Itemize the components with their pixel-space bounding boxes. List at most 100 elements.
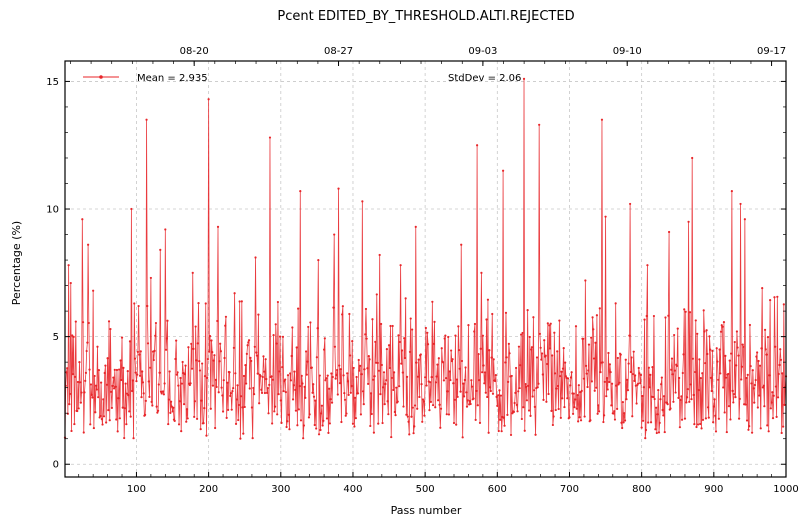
data-point (564, 361, 567, 364)
data-point (595, 386, 598, 389)
data-point (696, 423, 700, 426)
data-point (149, 276, 152, 280)
data-point (495, 395, 498, 398)
data-point (629, 370, 632, 374)
data-point (457, 348, 461, 352)
data-point (388, 366, 391, 370)
data-point (579, 419, 583, 422)
data-point (411, 328, 414, 331)
data-point (371, 318, 374, 321)
data-point (87, 321, 90, 325)
y-tick-label: 15 (46, 77, 59, 88)
data-point (526, 309, 529, 312)
data-point (469, 402, 472, 406)
data-point (393, 371, 396, 374)
data-point (274, 323, 277, 326)
data-point (732, 401, 735, 404)
top-date-tick-label: 09-10 (613, 46, 642, 57)
data-point (509, 433, 513, 437)
data-point (686, 388, 689, 391)
data-point (126, 370, 129, 373)
data-point (608, 380, 611, 384)
data-point (345, 412, 348, 415)
data-point (290, 354, 293, 358)
data-point (222, 379, 225, 382)
data-point (578, 416, 581, 419)
data-point (766, 336, 770, 339)
data-point (144, 399, 147, 402)
data-point (773, 296, 776, 299)
data-point (569, 384, 572, 387)
data-point (304, 350, 308, 353)
data-point (763, 328, 767, 331)
data-point (537, 382, 540, 385)
x-tick-label: 100 (127, 484, 146, 495)
data-point (199, 428, 202, 431)
data-point (429, 381, 432, 384)
data-point (432, 342, 435, 345)
data-point (573, 406, 576, 409)
data-point (417, 358, 420, 361)
x-tick-label: 700 (560, 484, 579, 495)
data-point (66, 367, 69, 370)
data-point (560, 370, 563, 373)
data-point (504, 361, 507, 364)
data-point (211, 351, 214, 354)
data-point (372, 431, 375, 434)
data-point (260, 388, 263, 391)
data-point (284, 391, 287, 394)
data-point (728, 359, 731, 362)
data-point (235, 398, 238, 401)
data-point (233, 292, 236, 295)
data-point (205, 434, 208, 437)
data-point (434, 406, 437, 409)
data-point (559, 375, 562, 378)
data-point (195, 359, 198, 362)
data-point (587, 369, 590, 372)
data-point (475, 389, 478, 393)
data-point (421, 420, 424, 423)
data-point (521, 331, 524, 335)
data-point (547, 392, 550, 396)
data-point (267, 412, 270, 415)
data-point (180, 382, 184, 385)
data-point (628, 334, 631, 337)
data-point (697, 388, 700, 392)
data-point (433, 320, 436, 324)
data-point (130, 207, 133, 211)
data-point (754, 378, 757, 382)
data-point (358, 369, 361, 372)
data-point (767, 430, 770, 433)
data-point (586, 385, 589, 389)
data-point (636, 382, 640, 385)
data-point (610, 404, 613, 407)
data-point (229, 394, 232, 397)
data-point (568, 416, 571, 419)
data-point (107, 409, 110, 412)
x-tick-label: 900 (704, 484, 723, 495)
data-point (564, 375, 567, 378)
data-point (584, 364, 588, 367)
data-point (344, 414, 347, 417)
data-point (621, 401, 624, 404)
data-point (89, 383, 93, 386)
data-point (175, 373, 178, 376)
data-point (654, 428, 657, 431)
data-point (782, 425, 785, 428)
data-point (459, 390, 462, 393)
data-point (413, 425, 416, 428)
data-point (224, 324, 227, 327)
data-point (481, 334, 484, 337)
data-point (406, 375, 409, 378)
data-point (118, 417, 121, 420)
data-point (291, 326, 294, 329)
data-point (286, 420, 289, 423)
data-point (693, 423, 696, 426)
data-point (437, 399, 440, 402)
data-point (633, 379, 636, 383)
data-point (164, 228, 167, 231)
data-point (666, 403, 669, 406)
data-point (214, 426, 217, 430)
data-point (255, 351, 258, 354)
data-point (653, 397, 656, 401)
